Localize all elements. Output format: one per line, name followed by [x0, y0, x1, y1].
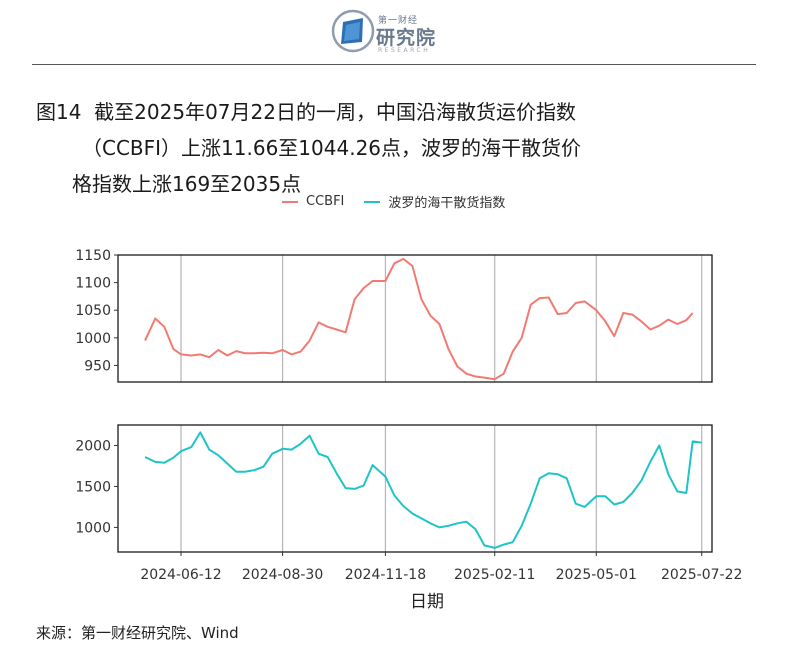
x-tick-label-2: 2024-11-18	[345, 567, 426, 583]
x-tick-label-0: 2024-06-12	[140, 567, 221, 583]
series-line-0	[144, 257, 694, 381]
y-tick-label-1-2: 2000	[75, 438, 111, 454]
source-note: 来源：第一财经研究院、Wind	[36, 624, 239, 642]
logo-main-text: 研究院	[376, 27, 437, 49]
x-tick-label-4: 2025-05-01	[556, 567, 637, 583]
y-tick-label-0-1: 1000	[75, 331, 111, 347]
panel-frame-0	[117, 254, 713, 383]
logo-small-text: 第一财经	[378, 16, 419, 26]
logo-emblem-icon	[331, 9, 375, 53]
y-tick-label-1-1: 1500	[75, 479, 111, 495]
legend-label-bdi: 波罗的海干散货指数	[388, 196, 506, 211]
legend-swatch-bdi	[364, 200, 381, 203]
x-tick-label-1: 2024-08-30	[242, 567, 323, 583]
y-tick-label-0-2: 1050	[75, 303, 111, 319]
logo-sub-text: RESEARCH	[378, 47, 431, 54]
chart-legend: CCBFI 波罗的海干散货指数	[282, 192, 525, 211]
y-tick-label-0-3: 1100	[75, 276, 111, 292]
x-tick-label-5: 2025-07-22	[661, 567, 742, 583]
x-axis-label: 日期	[410, 592, 444, 612]
figure-label: 图14	[36, 100, 82, 124]
legend-item-bdi: 波罗的海干散货指数	[364, 192, 505, 211]
y-tick-label-0-0: 950	[84, 358, 111, 374]
header-divider	[32, 64, 756, 65]
legend-swatch-ccbfi	[282, 200, 298, 203]
legend-label-ccbfi: CCBFI	[306, 194, 345, 209]
panel-frame-1	[117, 424, 713, 553]
figure-title-line-2: （CCBFI）上涨11.66至1044.26点，波罗的海干散货价	[82, 136, 582, 160]
figure-title-line-3: 格指数上涨169至2035点	[72, 172, 302, 196]
series-line-1	[144, 431, 702, 549]
x-tick-label-3: 2025-02-11	[454, 567, 535, 583]
y-tick-label-1-0: 1000	[75, 520, 111, 536]
research-logo: 第一财经 研究院 RESEARCH	[330, 8, 440, 54]
figure-title-line-1: 截至2025年07月22日的一周，中国沿海散货运价指数	[94, 100, 576, 124]
figure-title: 图14 截至2025年07月22日的一周，中国沿海散货运价指数 （CCBFI）上…	[36, 94, 581, 202]
y-tick-label-0-4: 1150	[75, 248, 111, 264]
legend-item-ccbfi: CCBFI	[282, 194, 344, 209]
